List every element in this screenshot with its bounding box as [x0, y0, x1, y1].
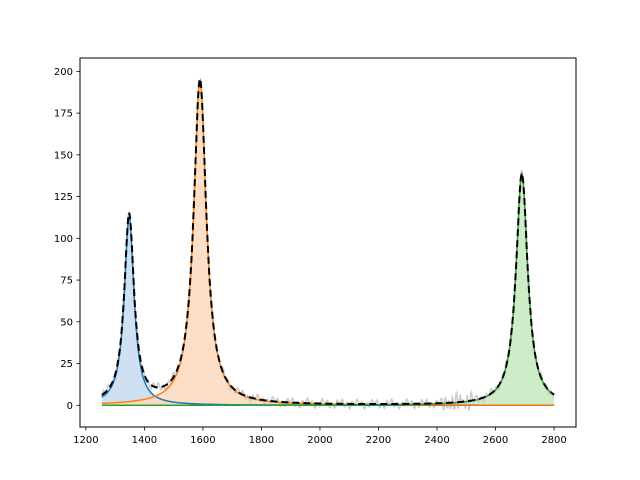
x-axis-ticks: 1200 1400 1600 1800 2000 2200 2400 2600 2800 [73, 427, 567, 446]
y-tick-label: 175 [54, 109, 73, 120]
y-tick-label: 100 [54, 234, 73, 245]
x-tick-label: 2800 [541, 435, 566, 446]
y-tick-label: 200 [54, 67, 73, 78]
y-tick-label: 0 [67, 401, 73, 412]
y-axis-ticks: 0 25 50 75 100 125 150 175 200 [54, 67, 80, 412]
y-tick-label: 75 [60, 276, 73, 287]
series-lines [101, 75, 555, 411]
x-tick-label: 1800 [249, 435, 274, 446]
y-tick-label: 25 [60, 359, 73, 370]
y-tick-label: 50 [60, 317, 73, 328]
fit-line [101, 75, 555, 405]
x-tick-label: 2400 [424, 435, 449, 446]
x-tick-label: 2600 [483, 435, 508, 446]
x-tick-label: 1600 [190, 435, 215, 446]
x-tick-label: 1400 [132, 435, 157, 446]
y-tick-label: 150 [54, 150, 73, 161]
x-tick-label: 1200 [73, 435, 98, 446]
peak-fill-3 [101, 173, 555, 406]
plot-frame [79, 57, 577, 428]
peak-fills [101, 80, 555, 406]
x-tick-label: 2200 [366, 435, 391, 446]
y-tick-label: 125 [54, 192, 73, 203]
x-tick-label: 2000 [307, 435, 332, 446]
peak-line-3 [101, 171, 555, 406]
